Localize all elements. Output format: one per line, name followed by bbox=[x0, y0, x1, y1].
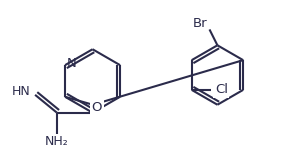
Text: N: N bbox=[67, 57, 77, 70]
Text: HN: HN bbox=[12, 85, 30, 98]
Text: Br: Br bbox=[192, 17, 207, 30]
Text: O: O bbox=[91, 101, 102, 114]
Text: NH₂: NH₂ bbox=[45, 135, 69, 148]
Text: Cl: Cl bbox=[215, 83, 228, 96]
